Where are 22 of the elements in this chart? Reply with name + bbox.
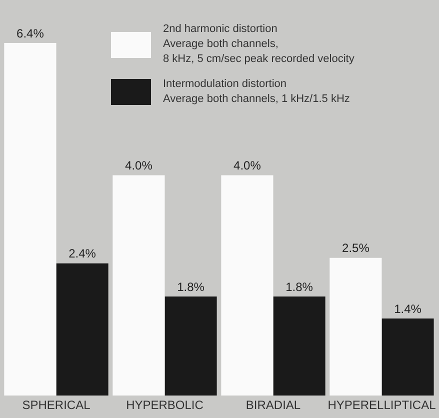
data-label: 4.0% (234, 158, 262, 173)
bar (330, 258, 382, 396)
data-label: 1.8% (286, 280, 314, 294)
bar (221, 175, 274, 396)
data-label: 4.0% (125, 158, 153, 173)
bar (112, 175, 165, 396)
bar (382, 318, 434, 396)
x-tick-label: BIRADIAL (246, 398, 301, 412)
x-tick-label: HYPERBOLIC (126, 398, 204, 412)
bar (56, 263, 108, 396)
legend-label: 2nd harmonic distortion Average both channels, 8 kHz, 5 cm/sec peak recorded velocity (163, 22, 354, 67)
x-tick-label: SPHERICAL (22, 398, 91, 412)
bar (164, 296, 217, 396)
data-label: 1.8% (177, 280, 205, 294)
legend-label: Intermodulation distortion Average both channels, 1 kHz/1.5 kHz (163, 77, 350, 107)
bar (273, 296, 326, 396)
data-label: 6.4% (16, 26, 44, 40)
data-label: 2.5% (342, 241, 370, 256)
data-label: 2.4% (68, 246, 96, 261)
bar (4, 43, 56, 396)
data-label: 1.4% (394, 302, 422, 316)
x-tick-label: HYPERELLIPTICAL (328, 398, 436, 412)
